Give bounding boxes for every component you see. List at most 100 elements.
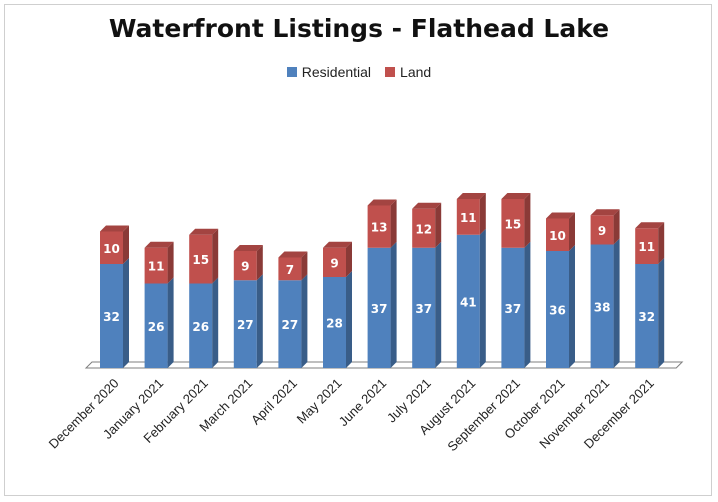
data-label-residential-7: 37 [415,302,432,316]
bar-side-land-6 [390,199,397,248]
bar-land-0 [100,231,123,264]
bar-residential-4 [278,280,302,368]
legend-label-land: Land [400,64,432,80]
bar-top-land-12 [635,222,665,229]
bar-side-land-9 [524,193,531,248]
legend-item-residential: Residential [286,64,372,80]
bar-side-residential-10 [569,245,575,368]
data-label-residential-6: 37 [371,302,388,316]
data-label-residential-9: 37 [505,302,522,316]
bar-residential-10 [546,251,569,368]
bar-side-residential-6 [390,241,397,368]
bar-residential-0 [100,264,123,368]
bar-side-land-3 [256,245,263,281]
bar-top-land-5 [323,241,352,248]
bar-top-land-10 [546,212,575,219]
bar-top-land-9 [501,193,531,199]
legend-label-residential: Residential [301,64,372,80]
data-label-land-7: 12 [415,222,432,236]
bar-land-3 [233,251,257,281]
data-label-land-9: 15 [505,217,522,231]
bar-residential-11 [590,244,614,368]
data-label-land-1: 11 [148,260,165,274]
bar-side-residential-4 [301,274,308,368]
bar-residential-7 [412,247,436,368]
bar-top-land-1 [144,241,174,248]
bar-side-land-10 [569,212,575,251]
data-label-land-0: 10 [103,242,120,256]
data-label-residential-12: 32 [638,310,655,324]
legend: Residential Land [0,64,718,80]
data-label-residential-5: 28 [326,317,343,331]
bar-side-land-8 [479,193,486,235]
bar-residential-12 [635,264,659,368]
bar-land-9 [501,199,525,248]
chart-title: Waterfront Listings - Flathead Lake [108,14,610,43]
bar-top-land-8 [456,193,486,199]
bar-residential-2 [189,283,213,368]
bar-side-residential-1 [167,277,174,368]
bar-residential-5 [323,277,346,368]
bar-land-8 [456,199,480,235]
bar-land-2 [189,234,213,284]
bar-top-land-11 [590,209,620,216]
bar-side-land-12 [658,222,665,264]
bar-side-residential-0 [123,258,129,368]
bar-side-residential-3 [256,274,263,368]
bar-side-land-2 [212,228,219,284]
bar-side-residential-12 [658,258,665,368]
data-label-land-12: 11 [638,240,655,254]
bar-side-land-1 [167,241,174,284]
bar-top-land-7 [412,202,442,209]
bar-land-10 [546,218,569,251]
legend-swatch-land [385,67,396,77]
bar-side-land-0 [123,225,129,264]
bar-side-residential-2 [212,277,219,368]
x-tick-label-6: June 2021 [336,376,390,430]
bar-side-residential-5 [346,271,352,368]
data-label-residential-8: 41 [460,295,477,309]
data-label-land-5: 9 [330,256,338,270]
data-label-land-2: 15 [192,253,209,267]
bar-residential-9 [501,247,525,368]
bar-residential-3 [233,280,257,368]
bar-top-land-2 [189,228,219,235]
data-label-residential-2: 26 [192,320,209,334]
data-label-land-11: 9 [598,224,606,238]
bar-side-residential-7 [435,241,442,368]
data-label-land-8: 11 [460,211,477,225]
bar-residential-1 [144,283,168,368]
bar-land-12 [635,228,659,264]
bar-side-land-4 [301,251,308,281]
bar-side-land-5 [346,241,352,277]
data-label-land-10: 10 [549,229,566,243]
bar-land-6 [367,205,391,248]
bar-land-4 [278,257,302,281]
data-label-land-3: 9 [241,260,249,274]
bar-top-land-3 [233,245,263,251]
bar-side-residential-8 [479,228,486,368]
bar-side-land-7 [435,202,442,248]
bar-side-residential-11 [613,238,620,368]
bar-top-land-0 [100,225,129,232]
bar-residential-8 [456,234,480,368]
data-label-land-4: 7 [286,263,294,277]
bar-land-1 [144,247,168,284]
bar-land-5 [323,247,346,277]
bar-land-11 [590,215,614,245]
bar-residential-6 [367,247,391,368]
data-label-residential-0: 32 [103,310,120,324]
bar-top-land-4 [278,251,308,258]
data-label-residential-11: 38 [594,300,611,314]
x-tick-label-4: April 2021 [248,376,300,428]
data-label-residential-4: 27 [282,318,299,332]
legend-item-land: Land [385,64,431,80]
legend-swatch-residential [286,67,297,77]
bar-land-7 [412,208,436,248]
bar-side-land-11 [613,209,620,245]
data-label-land-6: 13 [371,221,388,235]
data-label-residential-10: 36 [549,304,566,318]
bar-side-residential-9 [524,241,531,368]
data-label-residential-3: 27 [237,318,254,332]
